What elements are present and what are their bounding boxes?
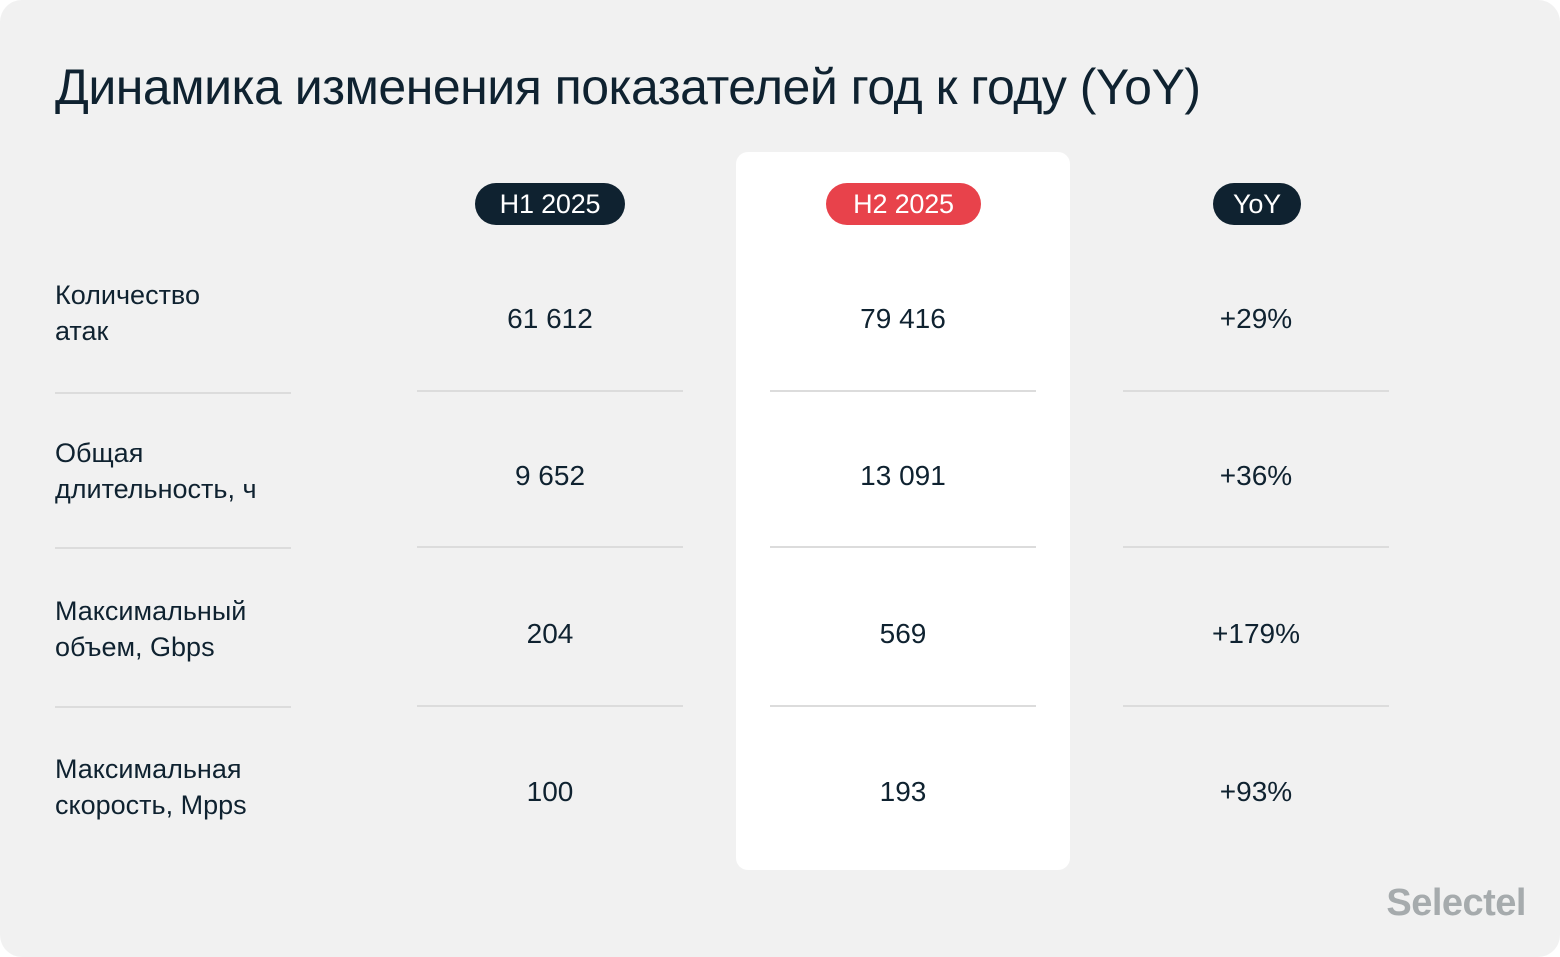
row-divider (1123, 705, 1389, 707)
row-label-line: Общая (55, 438, 144, 468)
cell-max-speed-h2: 193 (879, 776, 927, 807)
cell-attack-count-h1: 61 612 (507, 303, 593, 334)
cell-max-volume-h2: 569 (879, 618, 927, 649)
selectel-logo: Selectel (1386, 882, 1526, 924)
cell-attack-count-h2: 79 416 (860, 303, 946, 334)
cell-total-duration-h2: 13 091 (860, 460, 946, 491)
row-divider (770, 546, 1036, 548)
row-divider (55, 392, 291, 394)
highlight-column-h2-2025 (736, 152, 1070, 870)
column-header-yoy: YoY (1213, 183, 1301, 225)
row-label-max-volume: Максимальный объем, Gbps (55, 593, 355, 665)
cell-max-speed-h1: 100 (526, 776, 574, 807)
chart-title: Динамика изменения показателей год к год… (55, 59, 1201, 115)
column-header-h2-2025: H2 2025 (826, 183, 981, 225)
row-divider (55, 706, 291, 708)
row-divider (770, 390, 1036, 392)
row-label-line: объем, Gbps (55, 632, 215, 662)
row-divider (1123, 390, 1389, 392)
row-label-total-duration: Общая длительность, ч (55, 435, 355, 507)
row-divider (417, 390, 683, 392)
row-label-line: скорость, Mpps (55, 790, 247, 820)
cell-max-volume-yoy: +179% (1212, 618, 1300, 649)
row-divider (417, 705, 683, 707)
row-label-line: длительность, ч (55, 474, 257, 504)
row-divider (417, 546, 683, 548)
cell-max-speed-yoy: +93% (1219, 776, 1293, 807)
row-divider (770, 705, 1036, 707)
row-label-line: Максимальный (55, 596, 247, 626)
cell-total-duration-h1: 9 652 (514, 460, 586, 491)
row-label-max-speed: Максимальная скорость, Mpps (55, 751, 355, 823)
cell-attack-count-yoy: +29% (1219, 303, 1293, 334)
row-divider (55, 547, 291, 549)
row-label-line: Максимальная (55, 754, 242, 784)
row-label-line: Количество (55, 280, 200, 310)
row-label-attack-count: Количество атак (55, 277, 355, 349)
row-label-line: атак (55, 316, 109, 346)
cell-total-duration-yoy: +36% (1219, 460, 1293, 491)
cell-max-volume-h1: 204 (526, 618, 574, 649)
column-header-h1-2025: H1 2025 (475, 183, 625, 225)
row-divider (1123, 546, 1389, 548)
